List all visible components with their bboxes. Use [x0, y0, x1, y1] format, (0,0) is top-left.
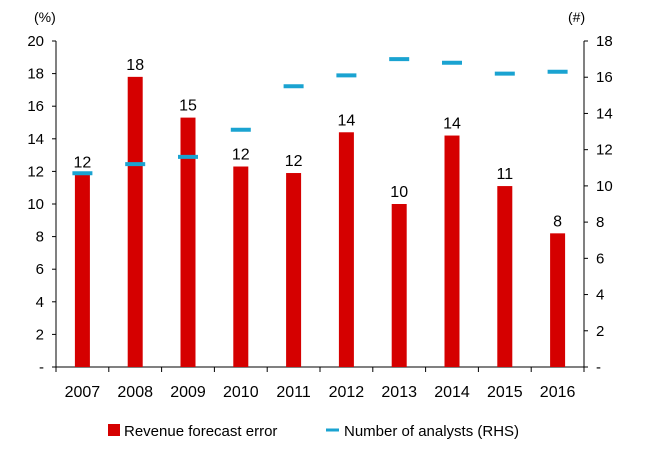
- legend-label-revenue-error: Revenue forecast error: [124, 423, 277, 440]
- bar-data-label: 12: [74, 155, 92, 172]
- x-tick-label: 2014: [434, 384, 470, 401]
- y-right-tick-label: 14: [596, 105, 613, 122]
- y-left-tick-label: 14: [27, 131, 44, 148]
- y-right-tick-label: 10: [596, 178, 613, 195]
- y-left-tick-label: 4: [36, 294, 44, 311]
- bar: [338, 132, 354, 367]
- bar-data-label: 14: [443, 116, 461, 133]
- y-left-tick-label: -: [39, 359, 44, 376]
- x-tick-label: 2013: [381, 384, 417, 401]
- bar: [497, 186, 513, 367]
- analysts-series: [72, 57, 568, 176]
- y-left-tick-label: 16: [27, 98, 44, 115]
- y-right-tick-label: 2: [596, 323, 604, 340]
- bar: [444, 135, 460, 367]
- y-right-tick-label: 4: [596, 287, 604, 304]
- legend: Revenue forecast error Number of analyst…: [108, 423, 519, 440]
- x-tick-label: 2009: [170, 384, 206, 401]
- y-right-tick-label: 8: [596, 214, 604, 231]
- bar: [180, 117, 196, 367]
- legend-swatch-revenue-error: [108, 424, 120, 436]
- axes: - 2 4 6 8 10 12 14 16 18 20 - 2 4 6 8 10 12 14 16 18 2007 2008…: [27, 33, 612, 401]
- y-right-tick-label: 12: [596, 142, 613, 159]
- y-left-tick-label: 2: [36, 326, 44, 343]
- bar: [550, 233, 566, 367]
- y-right-tick-label: 6: [596, 250, 604, 267]
- x-tick-label: 2010: [223, 384, 259, 401]
- bar: [74, 174, 90, 367]
- x-tick-label: 2011: [276, 384, 311, 401]
- y-left-tick-label: 20: [27, 33, 44, 50]
- y-left-tick-label: 18: [27, 66, 44, 83]
- x-tick-label: 2007: [65, 384, 101, 401]
- bar-data-label: 12: [285, 153, 303, 170]
- bar-data-label: 8: [553, 213, 562, 230]
- bar: [233, 166, 249, 367]
- bar-data-label: 10: [390, 184, 408, 201]
- x-tick-label: 2008: [117, 384, 153, 401]
- y-left-axis-label: (%): [34, 9, 56, 25]
- bar-data-label: 15: [179, 98, 197, 115]
- x-tick-label: 2015: [487, 384, 523, 401]
- bar: [391, 204, 407, 367]
- bar-data-label: 12: [232, 147, 250, 164]
- x-tick-label: 2016: [540, 384, 576, 401]
- bar-series: [74, 76, 566, 368]
- bar-data-label: 11: [496, 166, 513, 183]
- y-left-tick-label: 6: [36, 261, 44, 278]
- legend-label-analysts: Number of analysts (RHS): [344, 423, 519, 440]
- bar-data-label: 14: [338, 112, 356, 129]
- x-tick-label: 2012: [329, 384, 365, 401]
- bar: [127, 76, 143, 368]
- y-right-tick-label: -: [596, 359, 601, 376]
- bar-data-label: 18: [126, 57, 144, 74]
- y-left-tick-label: 12: [27, 163, 44, 180]
- y-right-axis-label: (#): [568, 9, 585, 25]
- y-right-tick-label: 18: [596, 33, 613, 50]
- bar-data-labels: 12 18 15 12 12 14 10 14 11 8: [74, 57, 563, 230]
- bar: [286, 173, 302, 367]
- y-right-tick-label: 16: [596, 69, 613, 86]
- y-left-tick-label: 10: [27, 196, 44, 213]
- y-left-tick-label: 8: [36, 229, 44, 246]
